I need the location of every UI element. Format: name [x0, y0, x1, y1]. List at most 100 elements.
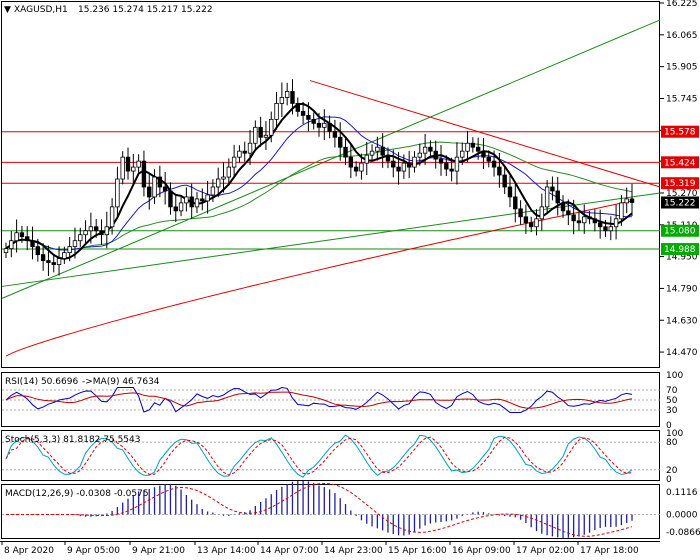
candle-body[interactable]	[131, 166, 136, 172]
candle-body[interactable]	[226, 166, 232, 178]
candle-body[interactable]	[412, 156, 417, 168]
candle-body[interactable]	[263, 134, 269, 138]
candle-body[interactable]	[237, 150, 242, 158]
stoch-pane[interactable]	[1, 430, 660, 481]
candle-body[interactable]	[9, 240, 14, 250]
candle-body[interactable]	[88, 226, 94, 232]
candle-body[interactable]	[422, 146, 428, 154]
candle-body[interactable]	[449, 168, 454, 172]
candle-body[interactable]	[62, 252, 67, 259]
candle-body[interactable]	[523, 216, 529, 224]
candle-body[interactable]	[115, 178, 120, 208]
candle-body[interactable]	[507, 186, 513, 198]
candle-body[interactable]	[438, 158, 444, 164]
candle-body[interactable]	[56, 258, 62, 265]
candle-body[interactable]	[306, 114, 311, 120]
candle-body[interactable]	[502, 174, 507, 188]
candle-body[interactable]	[433, 150, 438, 160]
candle-body[interactable]	[518, 208, 523, 218]
candle-body[interactable]	[460, 150, 465, 158]
candle-body[interactable]	[83, 230, 88, 236]
candle-body[interactable]	[168, 190, 173, 208]
collapse-arrow-icon[interactable]: ▼	[4, 5, 11, 15]
candle-body[interactable]	[608, 226, 613, 232]
candle-body[interactable]	[300, 111, 306, 116]
candle-body[interactable]	[173, 206, 178, 212]
candle-body[interactable]	[396, 166, 401, 172]
candle-body[interactable]	[78, 234, 83, 242]
candle-body[interactable]	[35, 246, 41, 256]
candle-body[interactable]	[51, 262, 56, 265]
candle-body[interactable]	[539, 206, 545, 220]
candle-body[interactable]	[544, 186, 550, 208]
candle-body[interactable]	[274, 103, 279, 120]
candle-body[interactable]	[141, 160, 147, 188]
candle-body[interactable]	[428, 146, 433, 152]
candle-body[interactable]	[242, 150, 247, 154]
candle-body[interactable]	[343, 146, 348, 158]
candle-body[interactable]	[475, 146, 481, 152]
candle-body[interactable]	[576, 220, 582, 224]
candle-body[interactable]	[385, 154, 391, 162]
candle-body[interactable]	[93, 226, 99, 232]
candle-body[interactable]	[327, 122, 332, 132]
candle-body[interactable]	[311, 118, 316, 124]
candle-body[interactable]	[295, 103, 300, 112]
candle-body[interactable]	[322, 122, 327, 128]
candle-body[interactable]	[99, 230, 104, 236]
candle-body[interactable]	[184, 196, 189, 204]
candle-body[interactable]	[491, 160, 497, 168]
candle-body[interactable]	[454, 156, 460, 172]
candle-body[interactable]	[19, 232, 25, 238]
candle-body[interactable]	[465, 142, 470, 152]
candle-body[interactable]	[290, 91, 295, 104]
candle-body[interactable]	[279, 97, 285, 104]
candle-body[interactable]	[316, 122, 322, 128]
candle-body[interactable]	[587, 216, 592, 220]
candle-body[interactable]	[210, 186, 216, 196]
candle-body[interactable]	[200, 198, 205, 202]
candle-body[interactable]	[417, 152, 422, 158]
candle-body[interactable]	[332, 130, 338, 138]
candle-body[interactable]	[162, 186, 168, 192]
candle-body[interactable]	[194, 198, 200, 208]
candle-body[interactable]	[566, 210, 571, 216]
candle-body[interactable]	[375, 146, 380, 152]
candle-body[interactable]	[46, 260, 51, 263]
candle-body[interactable]	[534, 218, 539, 228]
candle-body[interactable]	[513, 196, 518, 210]
candle-body[interactable]	[104, 226, 109, 236]
candle-body[interactable]	[613, 218, 619, 228]
candle-body[interactable]	[178, 202, 184, 212]
candle-body[interactable]	[406, 162, 412, 168]
candle-body[interactable]	[597, 222, 603, 228]
candle-body[interactable]	[147, 186, 152, 198]
candle-body[interactable]	[560, 202, 566, 212]
candle-body[interactable]	[571, 214, 576, 222]
candle-body[interactable]	[603, 226, 608, 232]
candle-body[interactable]	[231, 156, 237, 168]
candle-body[interactable]	[529, 222, 534, 228]
price-pane[interactable]	[1, 1, 660, 368]
candle-body[interactable]	[221, 176, 226, 180]
candle-body[interactable]	[359, 162, 364, 172]
candle-body[interactable]	[481, 150, 486, 158]
candle-body[interactable]	[269, 118, 274, 136]
candle-body[interactable]	[205, 194, 210, 202]
candle-body[interactable]	[157, 176, 163, 188]
candle-body[interactable]	[152, 176, 157, 198]
candle-body[interactable]	[555, 190, 560, 204]
candle-body[interactable]	[380, 146, 385, 156]
candle-body[interactable]	[582, 216, 587, 224]
candle-body[interactable]	[497, 166, 502, 176]
candle-body[interactable]	[3, 248, 9, 254]
candle-body[interactable]	[120, 156, 125, 180]
candle-body[interactable]	[258, 126, 263, 138]
candle-body[interactable]	[353, 166, 359, 172]
candle-body[interactable]	[629, 198, 635, 203]
candle-body[interactable]	[338, 136, 343, 148]
candle-body[interactable]	[14, 232, 19, 242]
macd-pane[interactable]	[1, 484, 660, 539]
candle-body[interactable]	[25, 236, 30, 242]
